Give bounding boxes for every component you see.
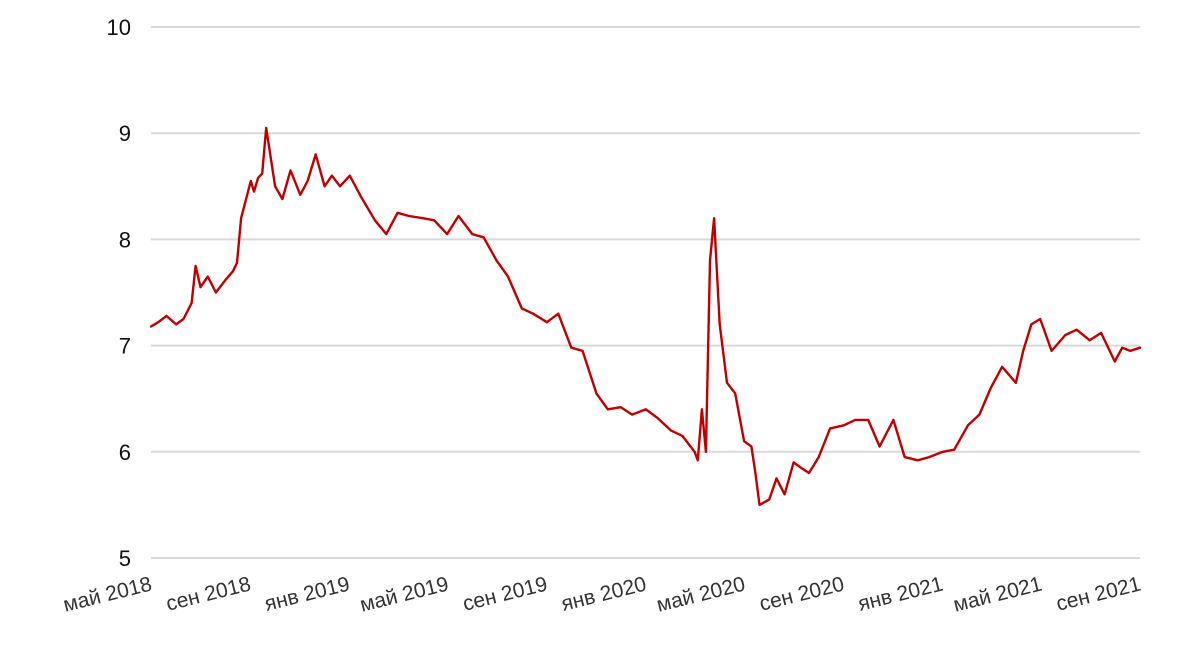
x-tick-label: май 2018 bbox=[61, 573, 154, 617]
x-tick-label: май 2021 bbox=[951, 573, 1044, 617]
x-tick-label: янв 2021 bbox=[856, 573, 946, 616]
y-tick-label: 7 bbox=[119, 334, 131, 359]
x-axis-ticks: май 2018 сен 2018 янв 2019 май 2019 сен 2019… bbox=[61, 573, 1143, 617]
y-tick-label: 6 bbox=[119, 440, 131, 465]
x-tick-label: сен 2019 bbox=[460, 573, 549, 616]
y-tick-label: 8 bbox=[119, 227, 131, 252]
gridlines bbox=[151, 26, 1140, 559]
x-tick-label: сен 2018 bbox=[164, 573, 253, 616]
x-tick-label: сен 2021 bbox=[1054, 573, 1143, 616]
x-tick-label: янв 2019 bbox=[262, 573, 352, 616]
y-tick-label: 9 bbox=[119, 121, 131, 146]
y-tick-label: 10 bbox=[107, 15, 131, 40]
series-layer bbox=[149, 126, 1142, 507]
x-tick-label: янв 2020 bbox=[559, 573, 649, 616]
x-tick-label: май 2020 bbox=[654, 573, 747, 617]
y-axis-ticks: 5 6 7 8 9 10 bbox=[107, 15, 131, 571]
y-tick-label: 5 bbox=[119, 546, 131, 571]
x-tick-label: май 2019 bbox=[358, 573, 451, 617]
series-line-0 bbox=[149, 126, 1142, 507]
x-tick-label: сен 2020 bbox=[757, 573, 846, 616]
